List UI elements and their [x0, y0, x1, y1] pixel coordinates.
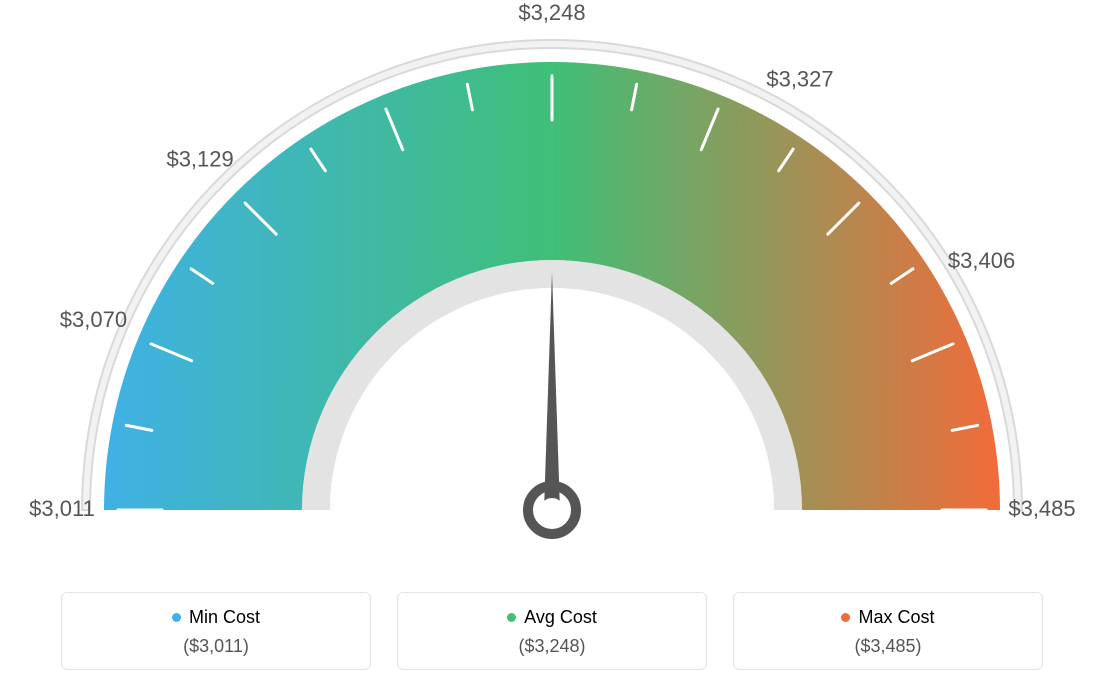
legend-max-label: Max Cost [858, 607, 934, 628]
gauge-tick-label: $3,248 [518, 0, 585, 25]
gauge-tick-label: $3,011 [29, 496, 95, 521]
legend-max-card: Max Cost ($3,485) [733, 592, 1043, 670]
legend-avg-value: ($3,248) [408, 636, 696, 657]
cost-gauge: $3,011 $3,070 $3,129 $3,248 $3,327 $3,406 $3,4… [0, 0, 1104, 560]
legend-min-card: Min Cost ($3,011) [61, 592, 371, 670]
gauge-tick-label: $3,485 [1008, 496, 1075, 521]
legend-avg-title: Avg Cost [507, 607, 597, 628]
gauge-tick-label: $3,406 [948, 248, 1015, 273]
legend-avg-label: Avg Cost [524, 607, 597, 628]
dot-icon [507, 613, 516, 622]
gauge-tick-label: $3,129 [166, 146, 233, 171]
legend-row: Min Cost ($3,011) Avg Cost ($3,248) Max … [0, 592, 1104, 670]
gauge-svg: $3,011 $3,070 $3,129 $3,248 $3,327 $3,406 $3,4… [0, 0, 1104, 560]
legend-max-value: ($3,485) [744, 636, 1032, 657]
gauge-tick-label: $3,070 [60, 307, 127, 332]
legend-min-value: ($3,011) [72, 636, 360, 657]
legend-max-title: Max Cost [841, 607, 934, 628]
legend-min-title: Min Cost [172, 607, 260, 628]
legend-min-label: Min Cost [189, 607, 260, 628]
dot-icon [841, 613, 850, 622]
legend-avg-card: Avg Cost ($3,248) [397, 592, 707, 670]
dot-icon [172, 613, 181, 622]
gauge-tick-label: $3,327 [766, 66, 833, 91]
